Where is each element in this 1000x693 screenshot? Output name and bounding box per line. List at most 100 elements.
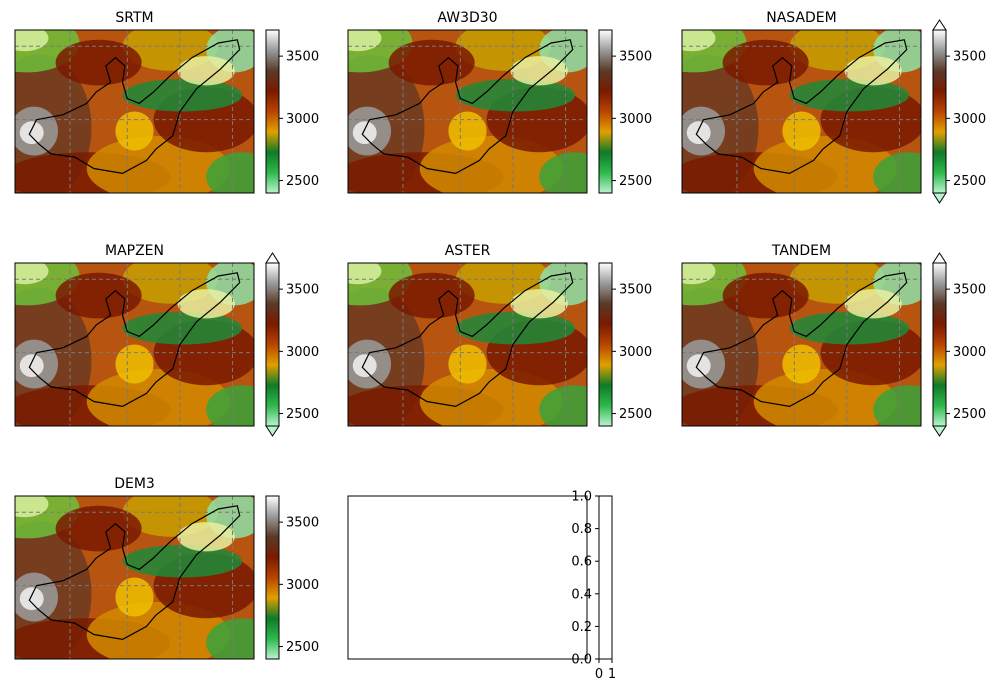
terrain-patch: [122, 311, 243, 345]
map-frame: [14, 495, 255, 660]
colorbar-tick-label: 3000: [953, 345, 986, 360]
colorbar: [265, 262, 280, 427]
terrain-patch: [19, 587, 44, 611]
colorbar-extend-min: [265, 425, 280, 437]
colorbar-tick-label: 3000: [286, 112, 319, 127]
terrain-patch: [19, 121, 44, 145]
subplot-title: AW3D30: [437, 10, 497, 26]
terrain-patch: [15, 263, 49, 285]
colorbar: [265, 29, 280, 194]
terrain-patch: [122, 78, 243, 112]
y-tick-label: 1.0: [571, 490, 592, 505]
colorbar-tick-label: 2500: [286, 174, 319, 189]
terrain-patch: [115, 111, 154, 151]
terrain-patch: [686, 121, 711, 145]
elevation-map: [348, 263, 587, 426]
colorbar-extend-max: [932, 19, 947, 31]
colorbar-extend-max: [265, 252, 280, 264]
elevation-map: [682, 263, 921, 426]
colorbar-tick-label: 3500: [286, 50, 319, 65]
colorbar-tick-label: 3000: [286, 578, 319, 593]
terrain-patch: [686, 354, 711, 378]
colorbar-tick-label: 3500: [619, 50, 652, 65]
map-frame: [14, 29, 255, 194]
colorbar-tick-label: 3500: [953, 50, 986, 65]
colorbar-tick-label: 2500: [286, 640, 319, 655]
y-tick-label: 0.6: [571, 555, 592, 570]
terrain-patch: [177, 522, 235, 552]
terrain-patch: [348, 30, 382, 52]
subplot-title: DEM3: [114, 476, 155, 492]
colorbar-tick-label: 2500: [619, 407, 652, 422]
subplot-panel: TANDEM 2500 3000 3500: [681, 243, 986, 437]
colorbar-extend-min: [932, 192, 947, 204]
terrain-patch: [789, 78, 910, 112]
glacier-outline: [695, 39, 908, 175]
terrain-patch: [782, 111, 821, 151]
terrain-patch: [539, 385, 587, 426]
terrain-patch: [352, 354, 377, 378]
terrain-patch: [873, 152, 921, 193]
terrain-patch: [19, 354, 44, 378]
subplot-title: TANDEM: [771, 243, 831, 259]
terrain-patch: [844, 56, 902, 86]
terrain-patch: [206, 618, 254, 659]
colorbar-tick-label: 3000: [619, 345, 652, 360]
elevation-map: [348, 30, 587, 193]
colorbar-tick-label: 3000: [619, 112, 652, 127]
glacier-outline: [695, 272, 908, 408]
colorbar: [265, 495, 280, 660]
terrain-patch: [510, 289, 568, 319]
terrain-patch: [388, 39, 475, 86]
colorbar-tick-label: 3500: [286, 516, 319, 531]
subplot-panel: NASADEM 2500 3000 3500: [681, 10, 986, 204]
colorbar: [598, 29, 613, 194]
glacier-outline: [28, 39, 241, 175]
elevation-map: [682, 30, 921, 193]
colorbar-tick-label: 3500: [953, 283, 986, 298]
terrain-patch: [122, 544, 243, 578]
subplot-panel: AW3D30 2500 3000 3500: [347, 10, 652, 194]
terrain-patch: [352, 121, 377, 145]
colorbar-tick-label: 3500: [286, 283, 319, 298]
terrain-patch: [455, 311, 576, 345]
subplot-panel: 0.0 0.2 0.4 0.6 0.8 1.0 0 1: [347, 490, 616, 682]
terrain-patch: [844, 289, 902, 319]
colorbar: [598, 262, 613, 427]
glacier-outline: [28, 505, 241, 641]
subplot-title: ASTER: [445, 243, 491, 259]
terrain-patch: [455, 78, 576, 112]
terrain-patch: [682, 30, 716, 52]
terrain-patch: [510, 56, 568, 86]
terrain-patch: [682, 263, 716, 285]
terrain-patch: [55, 39, 142, 86]
colorbar-tick-label: 2500: [953, 174, 986, 189]
colorbar-tick-label: 3000: [286, 345, 319, 360]
empty-axes: [347, 495, 588, 660]
y-tick-label: 0.0: [571, 653, 592, 668]
terrain-patch: [348, 263, 382, 285]
elevation-map: [15, 263, 254, 426]
colorbar: [932, 29, 947, 194]
map-frame: [347, 29, 588, 194]
terrain-patch: [873, 385, 921, 426]
terrain-patch: [782, 344, 821, 384]
map-frame: [14, 262, 255, 427]
terrain-patch: [722, 39, 809, 86]
subplot-panel: MAPZEN 2500 3000 3500: [14, 243, 319, 437]
colorbar-extend-max: [932, 252, 947, 264]
glacier-outline: [361, 39, 574, 175]
subplot-title: NASADEM: [766, 10, 836, 26]
subplot-panel: SRTM 2500 3000 3500: [14, 10, 319, 194]
terrain-patch: [177, 289, 235, 319]
colorbar-tick-label: 2500: [953, 407, 986, 422]
terrain-patch: [539, 152, 587, 193]
terrain-patch: [15, 496, 49, 518]
empty-colorbar-axes: [598, 495, 613, 660]
terrain-patch: [388, 272, 475, 319]
colorbar-tick-label: 3500: [619, 283, 652, 298]
map-frame: [681, 29, 922, 194]
elevation-map: [15, 30, 254, 193]
subplot-panel: ASTER 2500 3000 3500: [347, 243, 652, 427]
